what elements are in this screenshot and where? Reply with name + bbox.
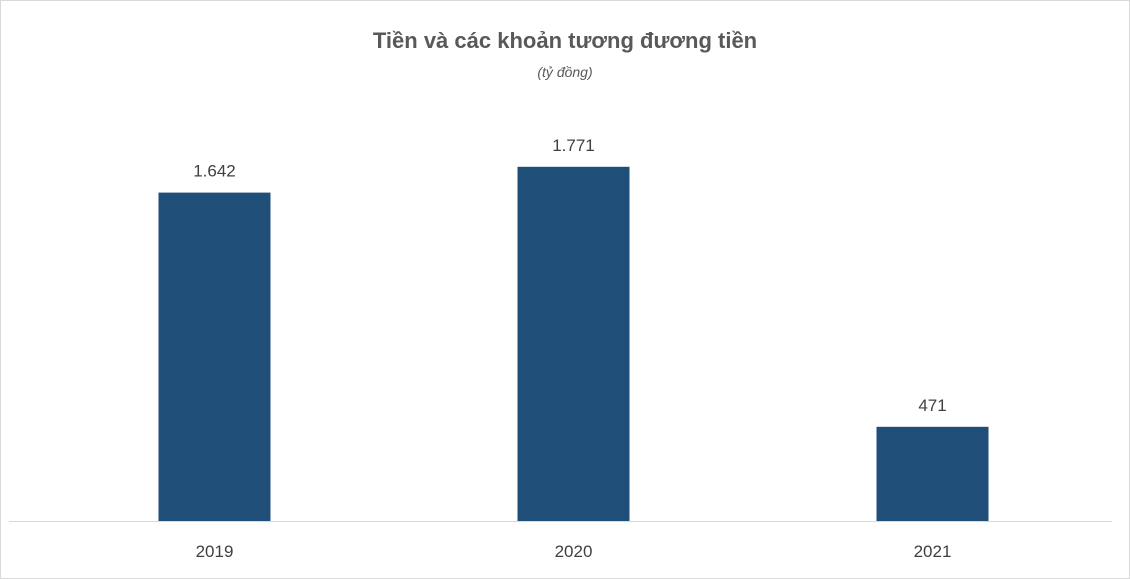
chart-title: Tiền và các khoản tương đương tiền <box>372 28 758 53</box>
bar-2019 <box>158 192 271 521</box>
data-label-2019: 1.642 <box>193 162 236 181</box>
x-tick-label-2019: 2019 <box>196 542 234 561</box>
bars-group <box>158 166 989 522</box>
data-label-2020: 1.771 <box>552 136 595 155</box>
bar-2021 <box>876 426 989 521</box>
bar-2020 <box>517 166 630 522</box>
x-tick-label-2020: 2020 <box>555 542 593 561</box>
labels-group: 1.642 2019 1.771 2020 471 2021 <box>193 136 951 561</box>
x-tick-label-2021: 2021 <box>914 542 952 561</box>
chart-subtitle: (tỷ đồng) <box>537 64 593 80</box>
data-label-2021: 471 <box>918 396 946 415</box>
